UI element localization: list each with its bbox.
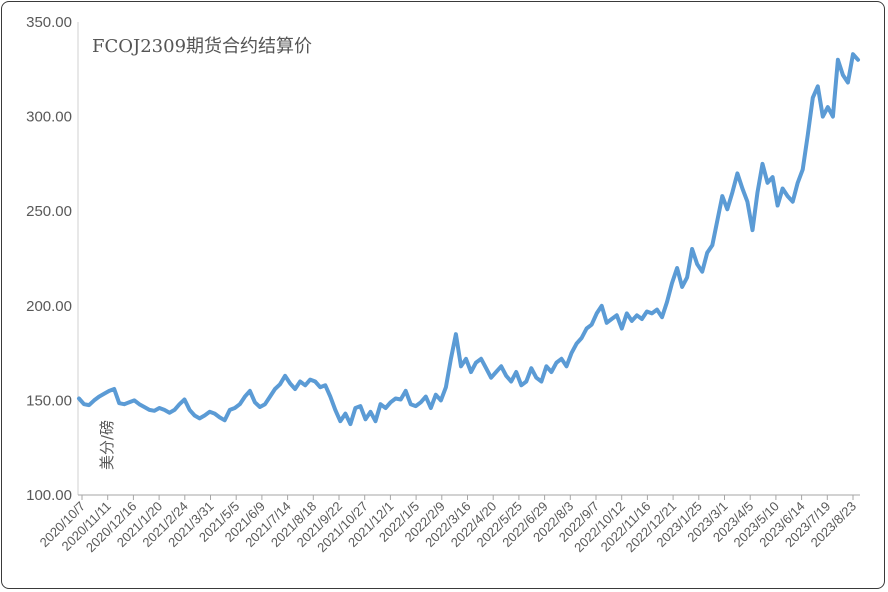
series-line — [77, 52, 860, 427]
y-tick-label: 300.00 — [26, 109, 72, 126]
x-tick-labels: 2020/10/72020/11/112020/12/162021/1/2020… — [37, 499, 860, 556]
x-tickmarks — [81, 495, 854, 500]
y-tick-labels: 100.00 150.00 200.00 250.00 300.00 350.00 — [26, 14, 72, 504]
y-axis-label: 美分/磅 — [98, 420, 116, 470]
y-tick-label: 250.00 — [26, 203, 72, 220]
chart-title: FCOJ2309期货合约结算价 — [92, 36, 312, 57]
y-tick-label: 100.00 — [26, 487, 72, 504]
y-tick-label: 350.00 — [26, 14, 72, 31]
y-tick-label: 200.00 — [26, 298, 72, 315]
y-tick-label: 150.00 — [26, 392, 72, 409]
